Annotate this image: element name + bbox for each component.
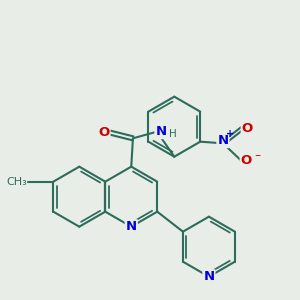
Text: N: N <box>203 270 214 283</box>
Text: +: + <box>226 129 234 139</box>
Text: N: N <box>155 125 167 138</box>
Text: O: O <box>241 154 252 167</box>
Text: H: H <box>169 129 177 139</box>
Text: ⁻: ⁻ <box>254 152 260 166</box>
Text: CH₃: CH₃ <box>6 177 27 187</box>
Text: O: O <box>98 126 110 139</box>
Text: N: N <box>126 220 137 233</box>
Text: O: O <box>242 122 253 135</box>
Text: N: N <box>218 134 229 147</box>
